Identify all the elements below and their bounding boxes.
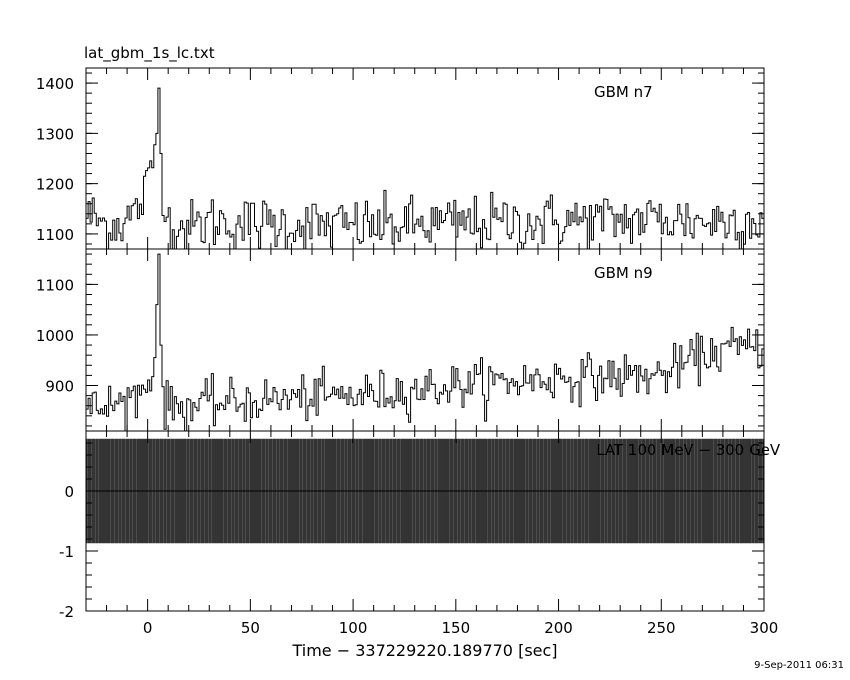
x-tick-label: 200 (544, 619, 573, 637)
x-tick-label: 100 (339, 619, 368, 637)
panel-frame (85, 67, 765, 250)
y-tick-label: 900 (45, 378, 74, 396)
x-tick-label: 300 (750, 619, 779, 637)
panel-label: GBM n7 (594, 83, 653, 101)
y-tick-label: 1000 (36, 327, 74, 345)
panel-gbm-n9: 900 1000 1100 GBM n9 (36, 248, 765, 432)
y-tick-label: -1 (59, 543, 74, 561)
y-tick-label: 0 (64, 483, 74, 501)
y-tick-label: 1200 (36, 176, 74, 194)
x-tick-label: 0 (143, 619, 153, 637)
panel-label: GBM n9 (594, 264, 653, 282)
y-tick-label: -2 (59, 603, 74, 621)
x-axis-label: Time − 337229220.189770 [sec] (291, 641, 557, 660)
y-tick-label: 1100 (36, 226, 74, 244)
panel-frame (85, 430, 765, 612)
x-tick-label: 150 (441, 619, 470, 637)
x-tick-label: 50 (241, 619, 260, 637)
panel-frame (85, 248, 765, 432)
panel-gbm-n7: 1100 1200 1300 1400 GBM n7 (36, 67, 765, 250)
timestamp: 9-Sep-2011 06:31 (754, 660, 844, 671)
x-tick-label: 250 (647, 619, 676, 637)
y-tick-label: 1300 (36, 125, 74, 143)
panel-lat: -2 -1 0 LAT 100 MeV − 300 GeV 0 50 100 150 200 25… (59, 430, 781, 660)
series-line-gbm-n9 (86, 253, 764, 431)
plot-title: lat_gbm_1s_lc.txt (84, 44, 215, 62)
y-tick-label: 1100 (36, 276, 74, 294)
y-tick-label: 1400 (36, 75, 74, 93)
panel-label: LAT 100 MeV − 300 GeV (596, 441, 781, 459)
series-line-gbm-n7 (86, 87, 764, 249)
